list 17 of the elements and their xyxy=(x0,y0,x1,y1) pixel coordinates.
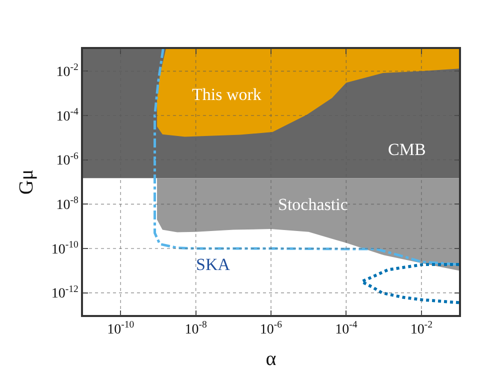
x-tick-label: 10$^{-6}$ xyxy=(260,320,282,338)
y-axis-title: Gμ xyxy=(16,169,38,195)
y-tick-label: 10$^{-12}$ xyxy=(51,284,79,302)
series-label: Stochastic xyxy=(278,195,348,214)
x-tick-label: 10$^{-2}$ xyxy=(410,320,433,338)
x-axis-title: α xyxy=(266,348,277,370)
series-label: This work xyxy=(192,85,262,104)
y-tick-label: 10$^{-6}$ xyxy=(56,150,79,169)
y-tick-label: 10$^{-10}$ xyxy=(51,240,79,258)
x-tick-label: 10$^{-8}$ xyxy=(184,320,207,338)
x-tick-label: 10$^{-10}$ xyxy=(107,320,134,338)
series-label: SKA xyxy=(196,255,231,274)
y-tick-label: 10$^{-4}$ xyxy=(56,106,79,124)
y-tick-label: 10$^{-2}$ xyxy=(56,62,79,80)
y-tick-label: 10$^{-8}$ xyxy=(56,195,79,214)
x-tick-label: 10$^{-4}$ xyxy=(335,320,358,338)
series-label: CMB xyxy=(388,140,426,159)
